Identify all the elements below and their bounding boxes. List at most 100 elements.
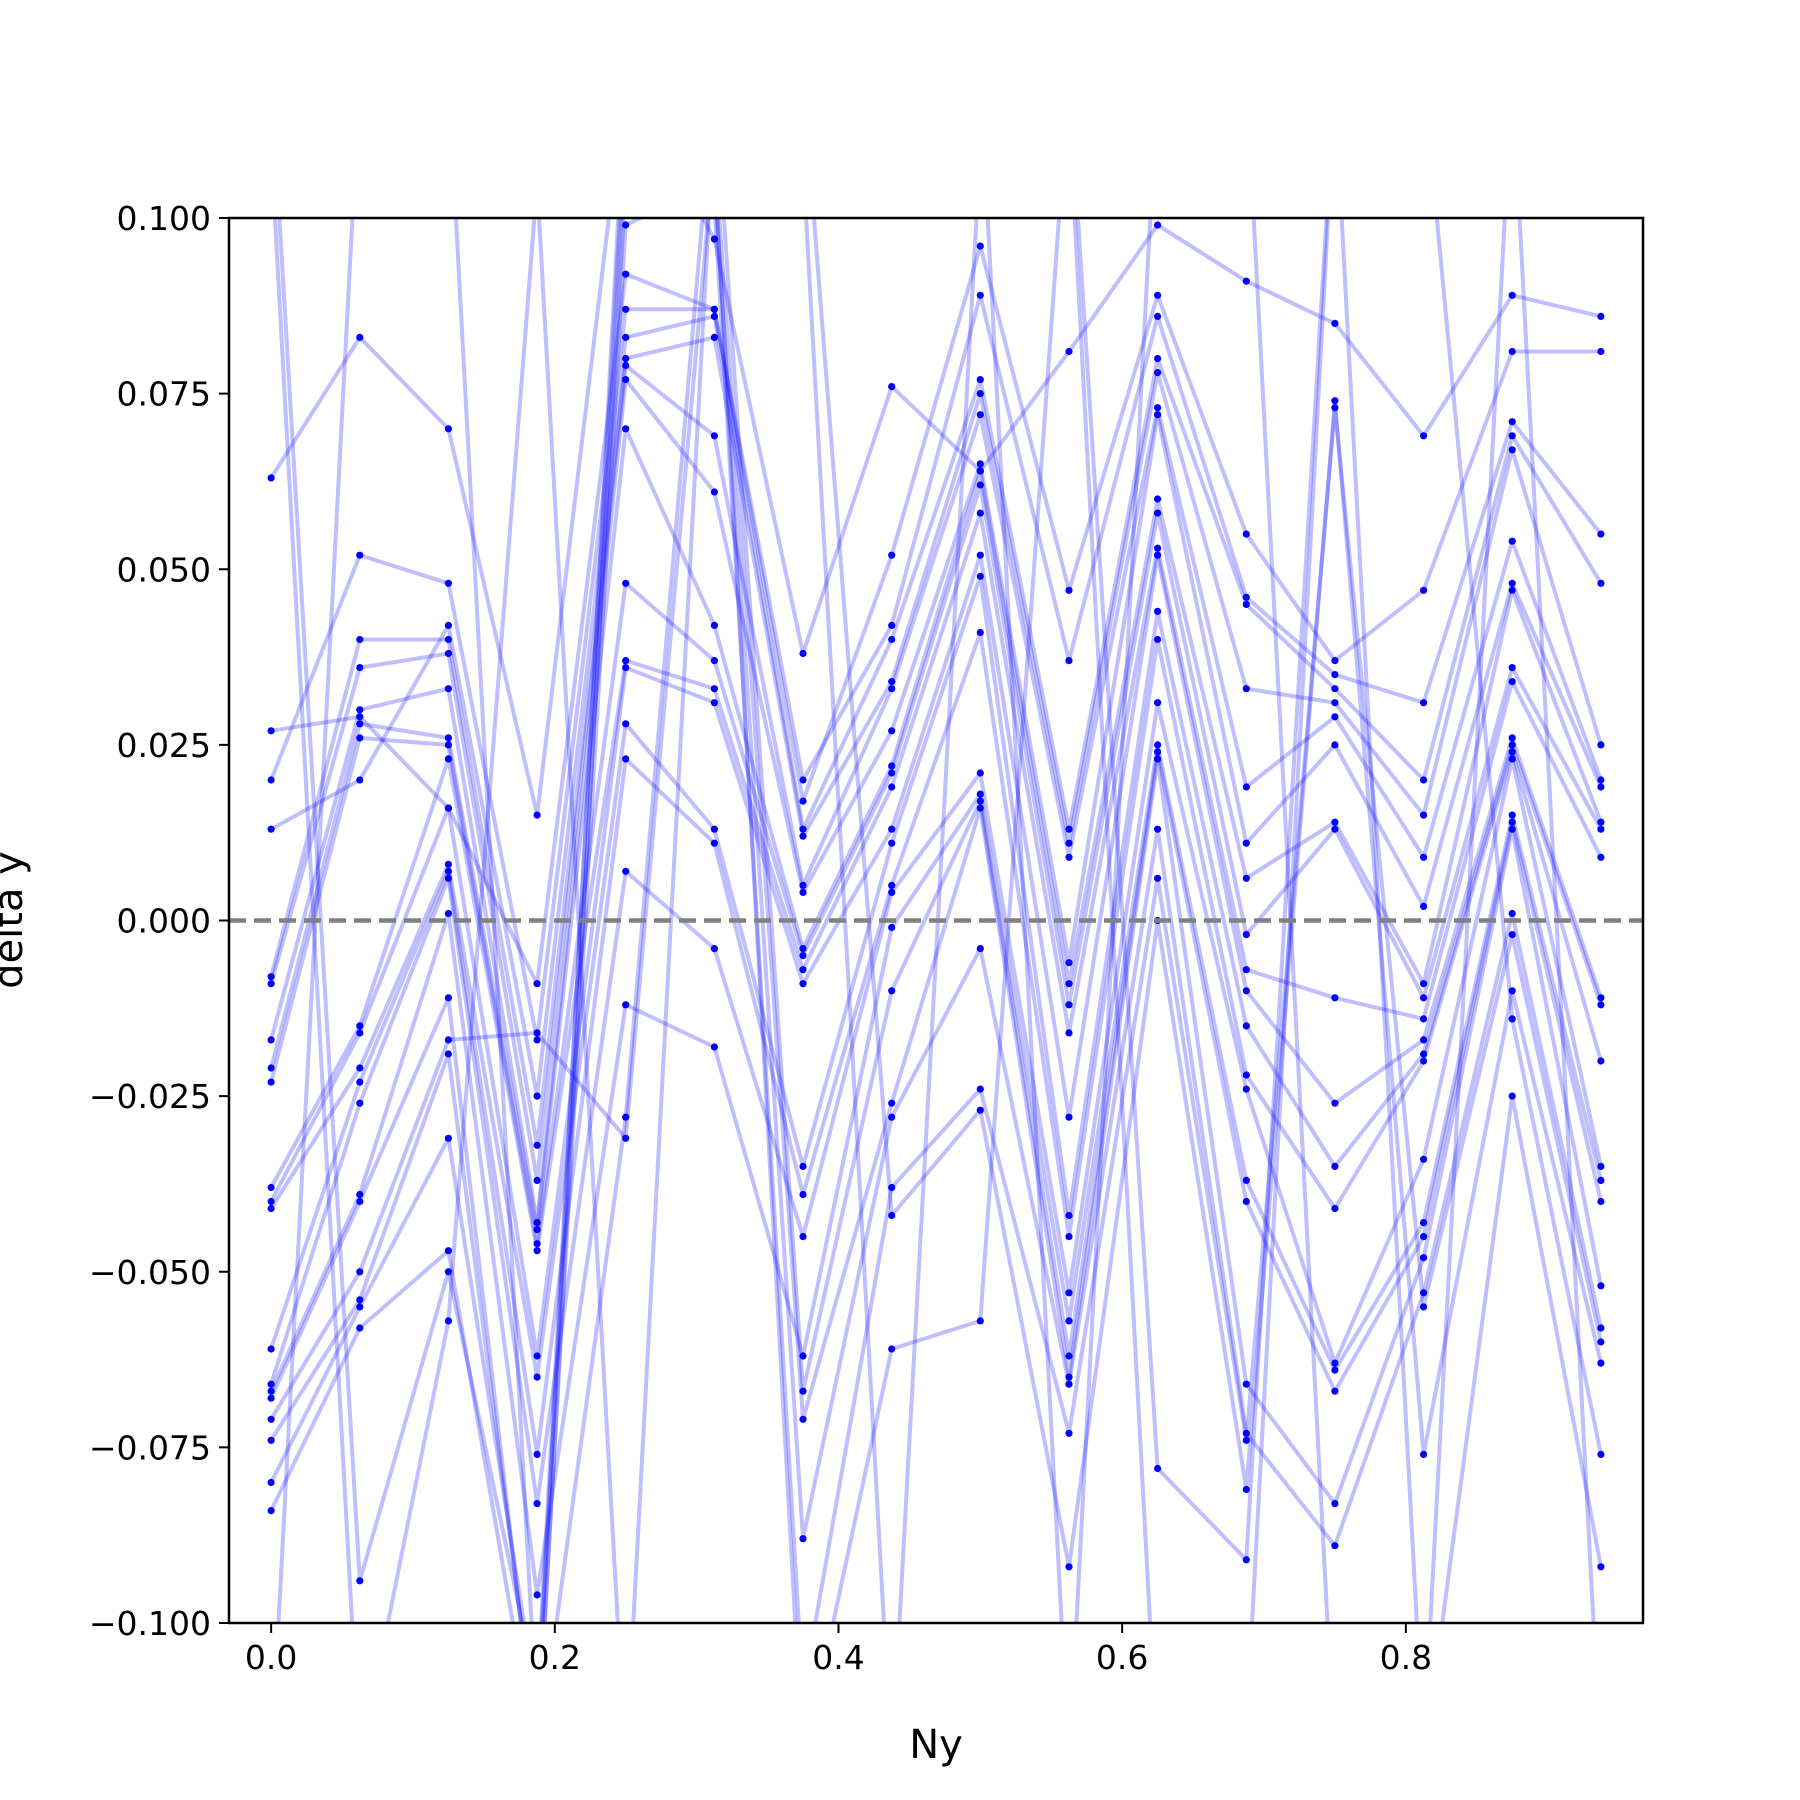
data-point-22-4 — [622, 1760, 629, 1767]
data-point-19-12 — [1331, 397, 1339, 405]
data-point-11-14 — [1508, 741, 1516, 749]
data-point-20-14 — [1508, 1015, 1516, 1023]
data-point-7-13 — [1420, 980, 1428, 988]
data-point-8-5 — [710, 657, 719, 665]
data-point-22-6 — [799, 158, 806, 165]
data-point-18-2 — [444, 1134, 452, 1142]
data-point-3-7 — [888, 635, 896, 644]
data-point-1-14 — [1508, 347, 1516, 356]
data-point-17-11 — [1242, 1429, 1250, 1437]
data-point-2-1 — [356, 551, 364, 559]
data-point-19-6 — [799, 74, 806, 81]
data-point-6-6 — [799, 888, 807, 897]
data-point-12-5 — [710, 839, 719, 847]
data-point-2-9 — [1065, 657, 1073, 665]
data-point-3-5 — [710, 312, 719, 320]
data-point-4-13 — [1420, 811, 1428, 819]
data-point-10-2 — [444, 804, 452, 812]
data-point-16-9 — [1065, 1373, 1073, 1381]
data-point-8-3 — [533, 1240, 541, 1248]
data-point-13-2 — [444, 874, 452, 882]
data-point-19-14 — [1508, 987, 1516, 995]
data-point-3-2 — [444, 621, 452, 630]
data-point-8-4 — [622, 579, 630, 587]
data-point-12-15 — [1597, 1057, 1605, 1065]
data-point-22-9 — [1065, 109, 1072, 116]
data-point-14-10 — [1154, 741, 1162, 749]
data-point-0-12 — [1331, 319, 1339, 327]
data-point-0-7 — [888, 383, 896, 391]
data-point-8-6 — [799, 952, 807, 960]
data-point-17-6 — [799, 1535, 807, 1543]
data-point-1-8 — [976, 242, 984, 250]
data-point-15-13 — [1420, 1233, 1428, 1241]
data-point-16-14 — [1508, 825, 1516, 833]
data-point-7-15 — [1597, 818, 1605, 826]
data-point-13-11 — [1242, 1085, 1250, 1093]
data-point-1-13 — [1420, 586, 1428, 594]
data-point-4-11 — [1242, 685, 1250, 693]
data-point-5-6 — [799, 881, 807, 890]
series-line-8 — [269, 483, 1603, 1246]
data-point-18-1 — [356, 1303, 364, 1311]
data-point-1-12 — [1331, 657, 1339, 665]
data-point-6-8 — [976, 460, 984, 468]
data-point-10-5 — [710, 699, 719, 707]
data-point-22-3 — [534, 179, 541, 186]
data-point-3-3 — [533, 1092, 541, 1100]
data-point-8-11 — [1242, 931, 1250, 939]
data-point-4-3 — [533, 1141, 541, 1149]
data-point-19-4 — [622, 144, 629, 151]
data-point-10-12 — [1331, 1099, 1339, 1107]
data-point-11-13 — [1420, 1050, 1428, 1058]
data-point-5-0 — [267, 980, 275, 988]
data-point-18-13 — [1420, 1303, 1428, 1311]
data-point-22-0 — [268, 144, 275, 151]
data-point-14-4 — [622, 1001, 630, 1009]
data-point-22-10 — [1154, 1760, 1161, 1767]
data-point-18-11 — [1242, 1436, 1250, 1444]
data-point-3-15 — [1597, 579, 1605, 587]
data-point-12-11 — [1242, 1071, 1250, 1079]
data-point-8-2 — [444, 741, 452, 749]
data-point-12-7 — [888, 881, 896, 890]
data-point-10-11 — [1242, 987, 1250, 995]
x-tick-label: 0.6 — [1096, 1638, 1148, 1677]
series-line-7 — [269, 426, 1603, 1232]
data-point-5-2 — [444, 649, 452, 658]
data-point-4-2 — [444, 635, 452, 644]
data-point-5-14 — [1508, 537, 1516, 545]
data-point-2-5 — [710, 305, 719, 313]
data-point-2-11 — [1242, 593, 1250, 601]
data-point-2-6 — [799, 776, 807, 784]
data-point-9-2 — [444, 755, 452, 763]
data-point-7-8 — [976, 467, 984, 475]
data-point-10-15 — [1597, 994, 1605, 1002]
data-point-7-14 — [1508, 586, 1516, 594]
axes: 0.0 0.2 0.4 0.6 0.8 −0.100 −0.075 −0.050 −0.025 0… — [89, 199, 1645, 1677]
data-point-11-1 — [356, 1064, 364, 1072]
data-point-15-10 — [1154, 748, 1162, 756]
data-point-4-15 — [1597, 741, 1605, 749]
data-point-3-0 — [267, 825, 275, 833]
data-point-11-15 — [1597, 1001, 1605, 1009]
data-point-2-2 — [444, 579, 452, 587]
data-point-14-7 — [888, 923, 896, 932]
data-point-15-0 — [267, 1394, 275, 1402]
data-point-12-13 — [1420, 1057, 1428, 1065]
data-point-18-7 — [888, 1183, 896, 1192]
data-point-18-12 — [1331, 404, 1339, 412]
data-point-15-14 — [1508, 818, 1516, 826]
data-point-15-6 — [799, 1387, 807, 1395]
data-point-11-5 — [710, 825, 719, 833]
data-point-3-12 — [1331, 685, 1339, 693]
data-point-12-8 — [976, 628, 984, 637]
data-point-9-7 — [888, 783, 896, 791]
x-tick-label: 0.2 — [529, 1638, 581, 1677]
data-point-3-4 — [622, 333, 630, 341]
data-point-19-3 — [534, 1760, 541, 1767]
series-line-16 — [269, 218, 1603, 1506]
data-point-9-11 — [1242, 966, 1250, 974]
data-point-4-14 — [1508, 446, 1516, 454]
